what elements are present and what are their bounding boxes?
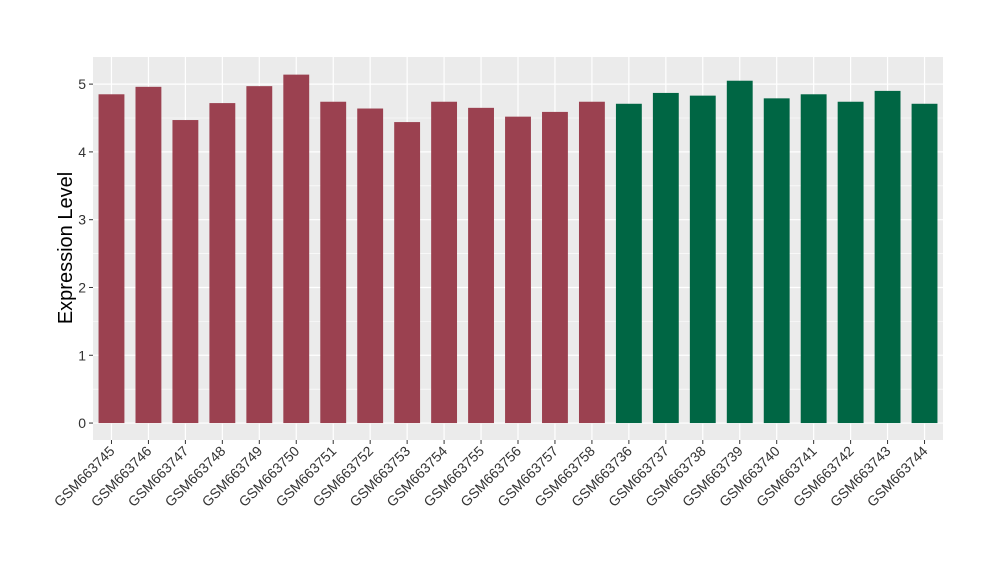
bars-group — [98, 74, 938, 424]
bar-gsm663741 — [800, 94, 827, 424]
bar-gsm663754 — [431, 101, 458, 424]
bar-gsm663736 — [615, 103, 642, 424]
bar-gsm663753 — [394, 122, 421, 424]
bar-gsm663740 — [763, 98, 790, 424]
y-tick-label: 0 — [78, 415, 86, 431]
y-tick-label: 4 — [78, 144, 86, 160]
bar-gsm663745 — [98, 94, 125, 424]
bar-gsm663737 — [652, 92, 679, 424]
bar-gsm663742 — [837, 101, 864, 424]
bar-gsm663747 — [172, 120, 199, 424]
x-axis: GSM663745GSM663746GSM663747GSM663748GSM6… — [51, 440, 931, 510]
y-tick-label: 3 — [78, 212, 86, 228]
bar-gsm663749 — [246, 86, 273, 424]
bar-gsm663757 — [542, 111, 568, 424]
y-tick-label: 5 — [78, 76, 86, 92]
bar-gsm663744 — [911, 103, 938, 424]
y-axis-title: Expression Level — [55, 172, 77, 324]
bar-gsm663750 — [283, 74, 310, 424]
bar-gsm663748 — [209, 103, 236, 424]
y-tick-label: 1 — [78, 347, 86, 363]
y-tick-label: 2 — [78, 279, 86, 295]
bar-gsm663739 — [726, 80, 753, 424]
bar-gsm663756 — [505, 116, 531, 424]
bar-gsm663751 — [320, 101, 347, 424]
bar-gsm663752 — [357, 108, 384, 424]
bar-gsm663738 — [689, 95, 716, 424]
bar-gsm663755 — [468, 107, 494, 424]
bar-gsm663758 — [578, 101, 605, 424]
bar-gsm663743 — [874, 90, 901, 424]
bar-gsm663746 — [135, 86, 162, 424]
y-axis: 0 1 2 3 4 5 — [78, 76, 93, 431]
